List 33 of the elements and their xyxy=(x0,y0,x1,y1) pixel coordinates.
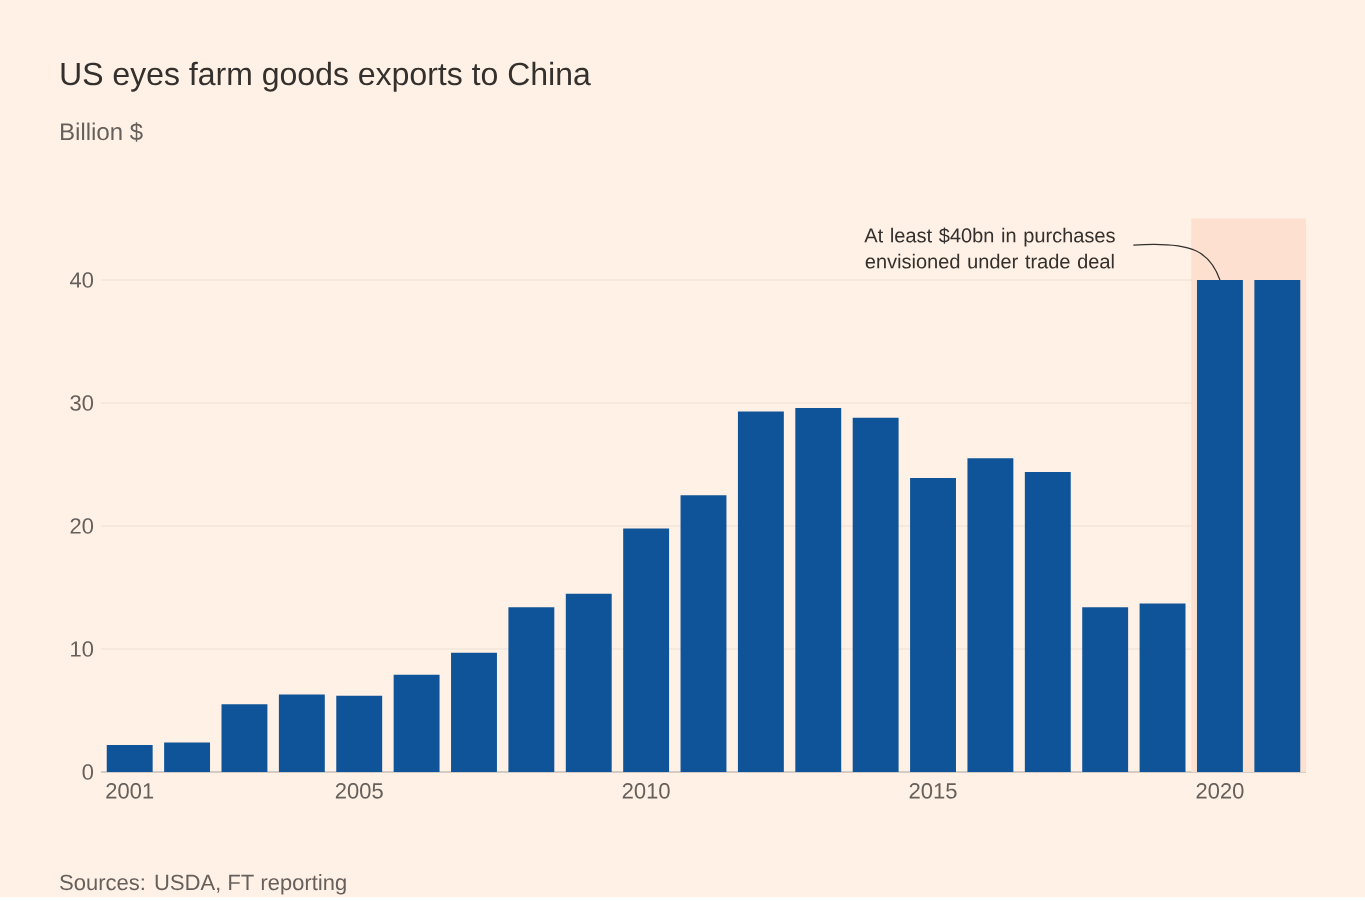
x-tick-label: 2001 xyxy=(106,782,154,799)
bar xyxy=(1082,607,1129,772)
y-tick-label: 10 xyxy=(71,641,94,657)
chart-subtitle: Billion $ xyxy=(61,122,143,142)
x-tick-label: 2010 xyxy=(622,782,670,799)
y-tick-label: 20 xyxy=(70,518,94,534)
y-tick-label: 0 xyxy=(82,764,94,780)
bar xyxy=(1139,603,1186,772)
bar xyxy=(565,593,612,772)
bar xyxy=(508,607,555,772)
bar xyxy=(451,652,497,772)
bar xyxy=(623,528,670,772)
source-note: Sources: USDA, FT reporting xyxy=(60,873,346,895)
bar xyxy=(1024,471,1071,772)
bar xyxy=(852,417,899,772)
y-tick-label: 30 xyxy=(70,395,94,411)
annotation: At least $40bn in purchases envisioned under trade deal xyxy=(864,227,1115,269)
x-tick-label: 2005 xyxy=(335,782,383,799)
bar xyxy=(680,495,727,772)
bar xyxy=(336,695,383,772)
x-tick-label: 2015 xyxy=(909,782,957,799)
bar xyxy=(910,477,956,772)
bar xyxy=(221,704,268,772)
bar xyxy=(393,674,440,772)
chart-title: US eyes farm goods exports to China xyxy=(61,61,591,92)
bar xyxy=(164,742,211,772)
bar xyxy=(278,694,325,772)
x-tick-label: 2020 xyxy=(1196,782,1244,799)
bar xyxy=(795,407,842,772)
bar xyxy=(967,458,1014,772)
y-tick-label: 40 xyxy=(69,272,94,288)
bar xyxy=(737,411,784,772)
bar xyxy=(106,744,153,772)
